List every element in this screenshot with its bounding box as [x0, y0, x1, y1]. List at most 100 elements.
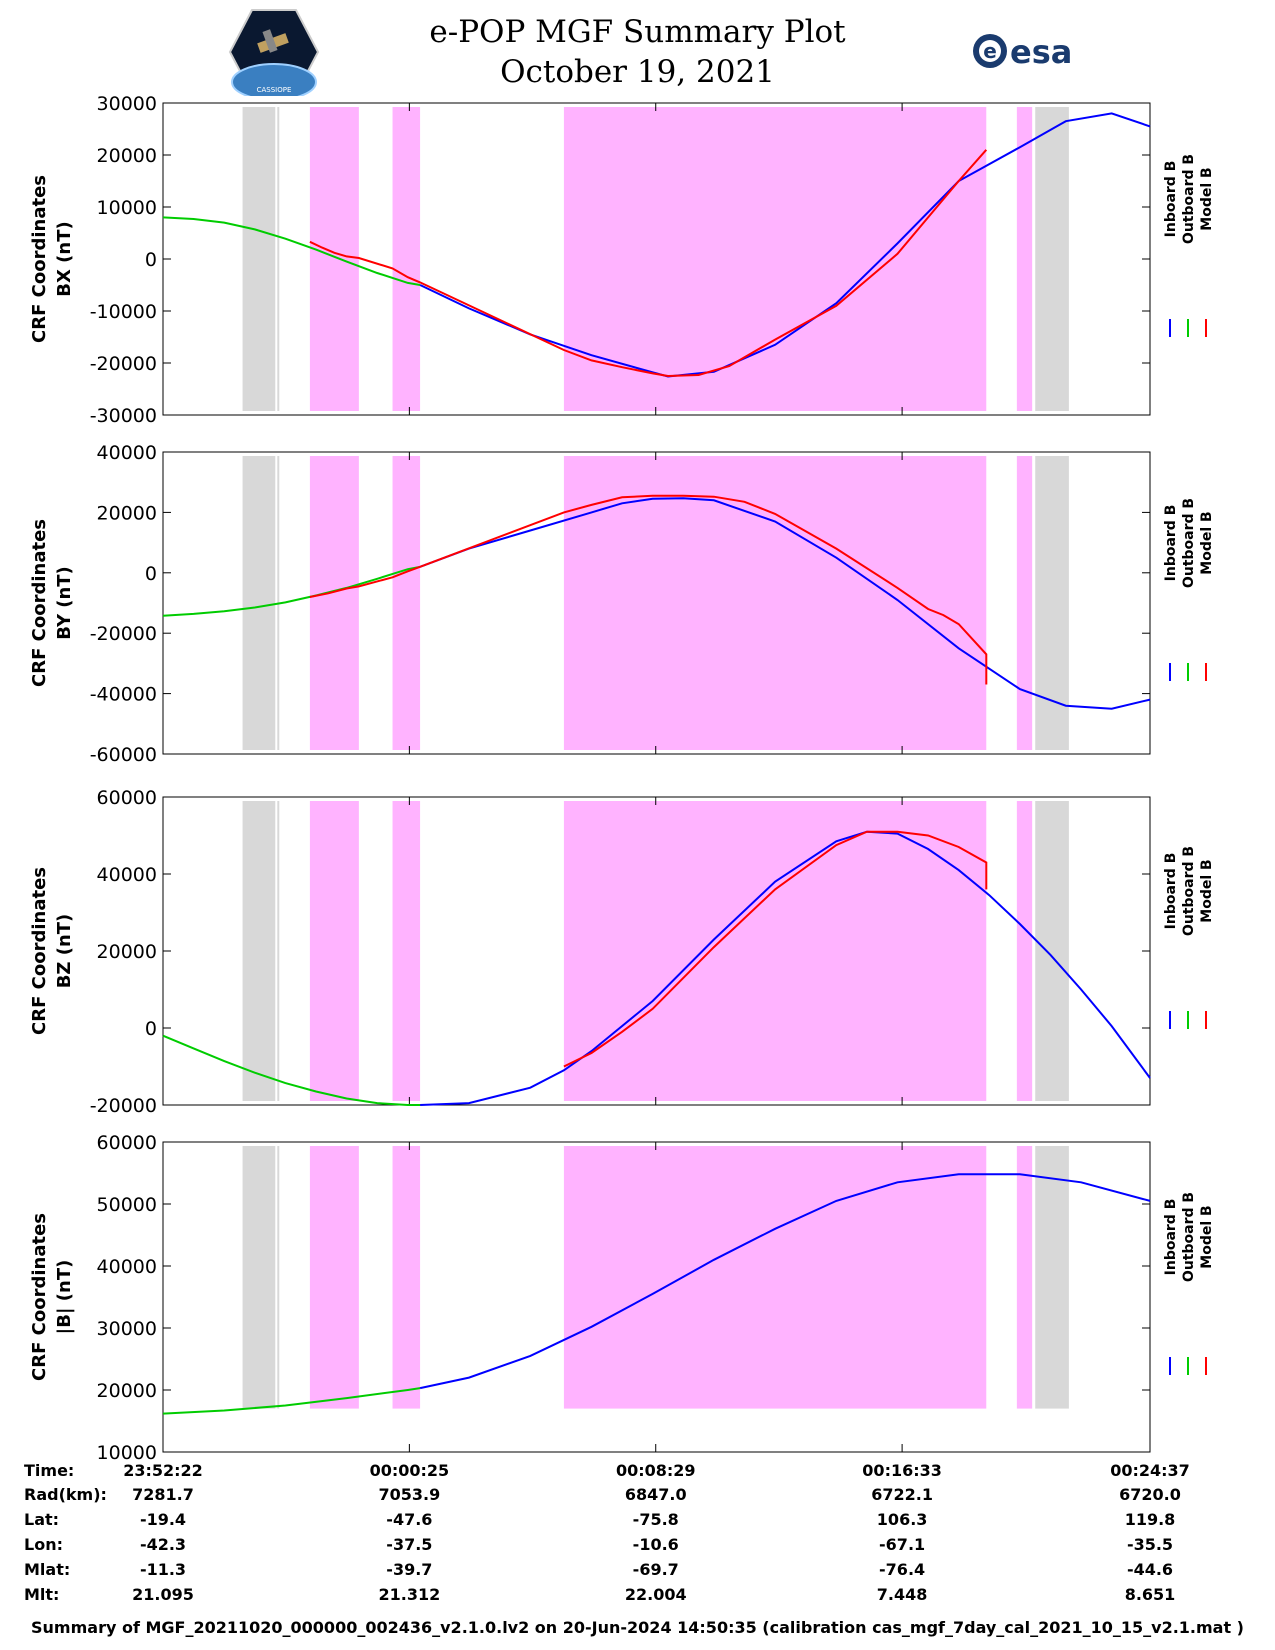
y-tick-label: 10000: [97, 197, 157, 219]
y-tick-label: 40000: [97, 1256, 157, 1278]
legend-label-3: Model B: [1199, 859, 1215, 922]
y-tick-label: 20000: [97, 502, 157, 524]
cassiope-logo: CASSIOPE: [228, 9, 320, 96]
title-block: e-POP MGF Summary Plot October 19, 2021: [0, 12, 1275, 92]
y-tick-label: 60000: [97, 787, 157, 809]
legend-label-1: Inboard B: [1163, 1199, 1179, 1276]
legend-label-1: Inboard B: [1163, 161, 1179, 238]
y-tick-label: 0: [145, 563, 157, 585]
outboard-b-line: [162, 565, 421, 617]
inboard-b-line: [419, 497, 1151, 710]
panel-1: -30000 -20000 -10000 0 10000 20000 30000 CRF Co…: [29, 93, 1215, 427]
y-tick-label: -40000: [90, 684, 157, 706]
inboard-b-line: [419, 1173, 1151, 1390]
gray-interval-2: [1035, 1146, 1069, 1409]
gray-interval-2: [1035, 107, 1069, 411]
panel-frame: [162, 451, 1151, 755]
outboard-b-line: [162, 1034, 421, 1106]
ephem-value: 7281.7: [132, 1485, 194, 1504]
magenta-interval-3: [563, 801, 987, 1101]
legend-label-2: Outboard B: [1181, 1192, 1197, 1282]
y-tick-label: 50000: [97, 1194, 157, 1216]
ephem-label: Mlt:: [24, 1585, 59, 1604]
legend-label-3: Model B: [1199, 167, 1215, 230]
y-axis-label: BX (nT): [54, 221, 75, 296]
y-tick-label: 30000: [97, 1318, 157, 1340]
ephem-label: Rad(km):: [24, 1485, 107, 1504]
legend-label-1: Inboard B: [1163, 505, 1179, 582]
gray-interval-1: [242, 456, 280, 750]
legend-label-3: Model B: [1199, 1205, 1215, 1268]
ephem-value: 106.3: [877, 1510, 928, 1529]
magenta-interval-2: [392, 801, 421, 1101]
ephem-value: 7.448: [877, 1585, 928, 1604]
y-axis-label: BZ (nT): [54, 914, 75, 989]
ephem-value: 21.095: [132, 1585, 194, 1604]
legend-label-1: Inboard B: [1163, 853, 1179, 930]
ephem-label: Mlat:: [24, 1560, 70, 1579]
model-b-line: [309, 494, 988, 685]
magenta-interval-2: [392, 1146, 421, 1409]
y-tick-label: 40000: [97, 864, 157, 886]
magenta-interval-3: [563, 107, 987, 411]
magenta-interval-4: [1016, 801, 1033, 1101]
panel-3: -20000 0 20000 40000 60000 CRF Coordinates BZ …: [29, 787, 1215, 1117]
ephem-value: 6720.0: [1119, 1485, 1181, 1504]
inboard-b-line: [419, 112, 1151, 378]
gray-interval-1: [242, 1146, 280, 1409]
plot-date: October 19, 2021: [500, 54, 775, 90]
y-axis-label-top: CRF Coordinates: [29, 175, 50, 343]
model-b-line: [309, 149, 988, 378]
ephem-value: -19.4: [140, 1510, 186, 1529]
time-tick-label: 23:52:22: [123, 1461, 203, 1480]
ephem-value: -47.6: [386, 1510, 432, 1529]
ephem-value: -10.6: [633, 1535, 679, 1554]
ephem-value: 7053.9: [378, 1485, 440, 1504]
ephem-value: -11.3: [140, 1560, 186, 1579]
time-tick-label: 00:24:37: [1110, 1461, 1190, 1480]
y-tick-label: -30000: [90, 405, 157, 427]
ephem-value: -39.7: [386, 1560, 432, 1579]
magenta-interval-4: [1016, 1146, 1033, 1409]
magenta-interval-2: [392, 456, 421, 750]
panel-frame: [162, 1141, 1151, 1453]
gray-interval-gap: [275, 801, 278, 1101]
ephem-value: -42.3: [140, 1535, 186, 1554]
magenta-interval-1: [309, 456, 359, 750]
magenta-interval-1: [309, 1146, 359, 1409]
y-tick-label: 0: [145, 249, 157, 271]
y-axis-label-top: CRF Coordinates: [29, 867, 50, 1035]
time-tick-label: 00:16:33: [862, 1461, 942, 1480]
y-tick-label: 40000: [97, 442, 157, 464]
gray-interval-1: [242, 107, 280, 411]
ephem-value: -69.7: [633, 1560, 679, 1579]
y-tick-label: -10000: [90, 301, 157, 323]
legend-label-2: Outboard B: [1181, 846, 1197, 936]
magenta-interval-2: [392, 107, 421, 411]
gray-interval-2: [1035, 801, 1069, 1101]
magenta-interval-1: [309, 107, 359, 411]
ephem-value: 22.004: [625, 1585, 687, 1604]
ephem-value: 6847.0: [625, 1485, 687, 1504]
y-axis-label: BY (nT): [54, 566, 75, 640]
y-tick-label: 30000: [97, 93, 157, 115]
y-axis-label: |B| (nT): [54, 1260, 75, 1335]
magenta-interval-4: [1016, 107, 1033, 411]
magenta-interval-1: [309, 801, 359, 1101]
gray-interval-gap: [275, 107, 278, 411]
ephem-value: 8.651: [1125, 1585, 1176, 1604]
ephem-value: -44.6: [1127, 1560, 1173, 1579]
y-tick-label: 20000: [97, 145, 157, 167]
time-tick-label: 00:00:25: [370, 1461, 450, 1480]
ephem-value: -37.5: [386, 1535, 432, 1554]
ephem-label: Lon:: [24, 1535, 63, 1554]
y-tick-label: 20000: [97, 1380, 157, 1402]
ephem-label: Time:: [24, 1461, 74, 1480]
time-tick-label: 00:08:29: [616, 1461, 696, 1480]
esa-logo-text: esa: [1010, 33, 1072, 71]
esa-logo: e esa: [973, 33, 1072, 71]
y-tick-label: -20000: [90, 353, 157, 375]
legend-label-3: Model B: [1199, 511, 1215, 574]
